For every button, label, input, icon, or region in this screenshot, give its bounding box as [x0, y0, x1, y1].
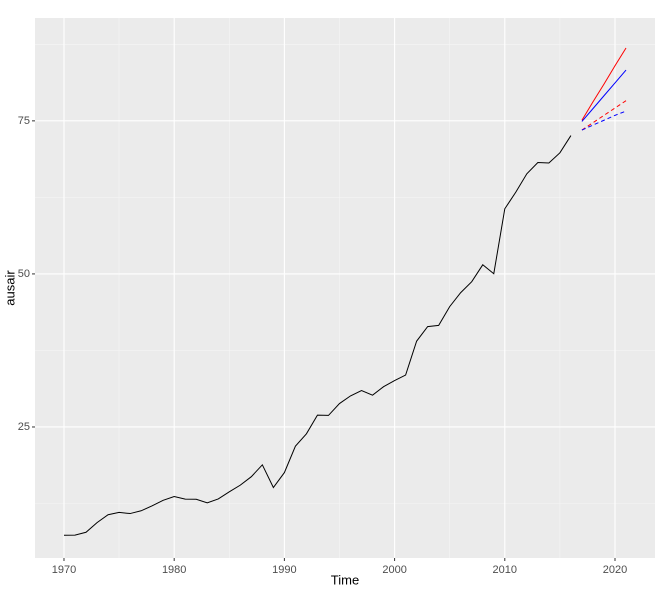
series-line [581, 110, 627, 131]
x-tick-label: 2020 [603, 564, 627, 576]
x-tick-label: 1990 [272, 564, 296, 576]
series-line [581, 47, 627, 121]
x-tick-label: 1970 [52, 564, 76, 576]
series-line [581, 69, 627, 122]
series-line [581, 100, 627, 131]
x-axis-title: Time [331, 572, 359, 587]
x-tick-label: 1980 [162, 564, 186, 576]
x-tick-label: 2000 [382, 564, 406, 576]
y-tick-label: 75 [18, 115, 30, 127]
x-tick-label: 2010 [493, 564, 517, 576]
y-tick-label: 25 [18, 421, 30, 433]
series-line [63, 135, 572, 536]
panel [35, 18, 655, 558]
y-axis-title: ausair [2, 270, 17, 306]
y-tick-label: 50 [18, 268, 30, 280]
